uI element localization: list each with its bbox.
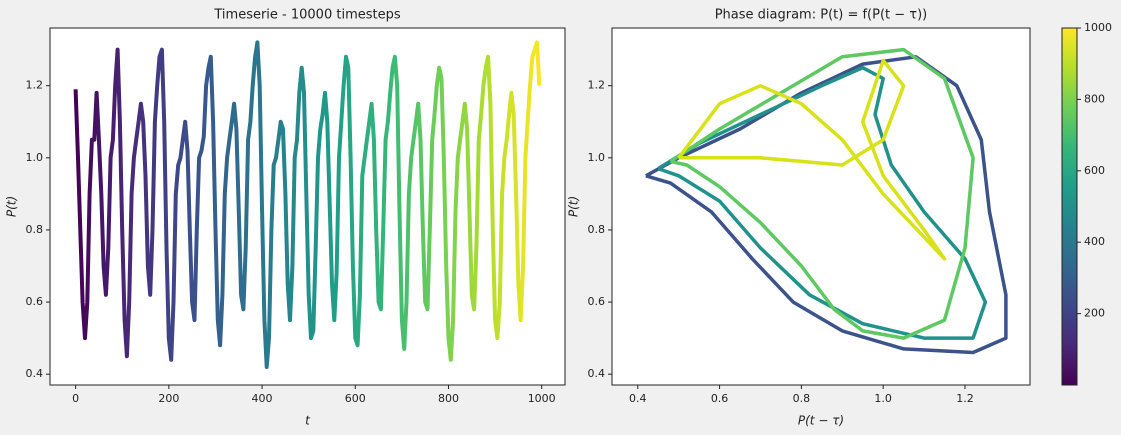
series-line xyxy=(73,40,542,369)
x-tick-label: 1.0 xyxy=(874,392,892,405)
y-tick-label: 1.2 xyxy=(26,79,44,92)
x-tick-label: 0.4 xyxy=(629,392,647,405)
y-tick-label: 0.6 xyxy=(26,295,44,308)
chart-title: Phase diagram: P(t) = f(P(t − τ)) xyxy=(715,8,928,23)
x-tick-label: 0.8 xyxy=(793,392,811,405)
y-tick-label: 0.4 xyxy=(26,367,44,380)
y-tick-label: 0.8 xyxy=(26,223,44,236)
colorbar-tick-label: 200 xyxy=(1084,307,1105,320)
x-tick-label: 0 xyxy=(72,392,79,405)
y-tick-label: 0.8 xyxy=(588,223,606,236)
x-tick-label: 800 xyxy=(438,392,459,405)
plot-frame xyxy=(49,27,566,386)
x-tick-label: 400 xyxy=(252,392,273,405)
y-tick-label: 1.2 xyxy=(588,79,606,92)
y-tick-label: 0.6 xyxy=(588,295,606,308)
y-tick-label: 1.0 xyxy=(26,151,44,164)
x-tick-label: 0.6 xyxy=(711,392,729,405)
phase-curve xyxy=(669,47,975,340)
colorbar-tick-label: 600 xyxy=(1084,164,1105,177)
chart-title: Timeserie - 10000 timesteps xyxy=(213,8,400,23)
axis-label: P(t − τ) xyxy=(798,414,844,428)
colorbar xyxy=(1061,27,1078,386)
phase-curve xyxy=(645,55,1008,355)
x-tick-label: 600 xyxy=(345,392,366,405)
colorbar-tick-label: 1000 xyxy=(1084,21,1112,34)
x-tick-label: 200 xyxy=(158,392,179,405)
colorbar-tick-label: 400 xyxy=(1084,235,1105,248)
axis-label: P(t) xyxy=(567,196,581,217)
axis-label: P(t) xyxy=(5,196,19,217)
y-tick-label: 1.0 xyxy=(588,151,606,164)
phase-curve xyxy=(657,65,988,340)
phase-curve xyxy=(677,58,947,261)
colorbar-tick-label: 800 xyxy=(1084,92,1105,105)
y-tick-label: 0.4 xyxy=(588,367,606,380)
x-tick-label: 1000 xyxy=(528,392,556,405)
axis-label: t xyxy=(305,414,311,428)
x-tick-label: 1.2 xyxy=(956,392,974,405)
plot-frame xyxy=(611,27,1031,386)
